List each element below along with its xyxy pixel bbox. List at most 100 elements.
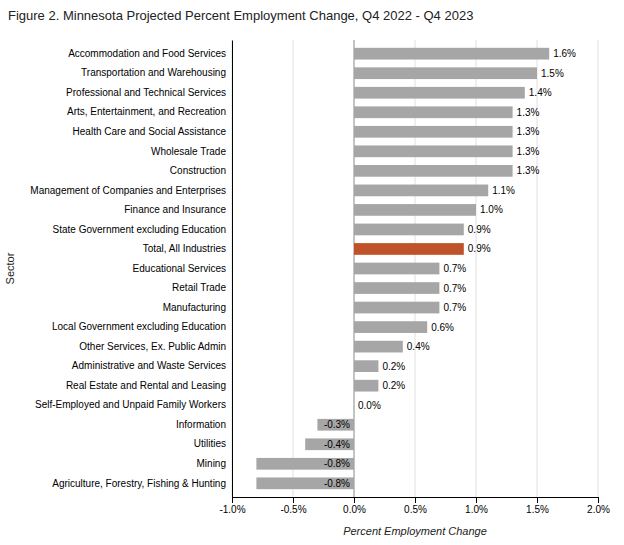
y-tick: Accommodation and Food Services	[68, 48, 226, 59]
y-tick: Retail Trade	[172, 282, 226, 293]
y-tick-label: Finance and Insurance	[124, 204, 226, 215]
y-tick: Other Services, Ex. Public Admin	[79, 341, 226, 352]
x-tick-mark	[293, 497, 294, 503]
data-labels: -0.8%-0.8%-0.4%-0.3%0.0%0.2%0.2%0.4%0.6%…	[324, 48, 576, 489]
y-tick-label: Wholesale Trade	[151, 146, 226, 157]
x-tick: 0.0%	[343, 497, 366, 515]
x-tick-label: 0.5%	[404, 504, 427, 515]
x-tick-mark	[537, 497, 538, 503]
y-tick: Professional and Technical Services	[66, 87, 226, 98]
x-tick-label: 0.0%	[343, 504, 366, 515]
x-tick-label: 1.5%	[526, 504, 549, 515]
y-tick-label: Professional and Technical Services	[66, 87, 226, 98]
x-tick-mark	[476, 497, 477, 503]
bar	[305, 438, 354, 450]
bar	[354, 204, 476, 216]
x-tick-label: 1.0%	[465, 504, 488, 515]
grid-line	[598, 40, 599, 497]
y-tick-label: Administrative and Waste Services	[72, 360, 226, 371]
bar	[354, 341, 403, 353]
bar	[354, 321, 427, 333]
bar	[354, 106, 513, 118]
y-tick: Total, All Industries	[143, 243, 226, 254]
y-tick: Finance and Insurance	[124, 204, 226, 215]
y-tick-label: Arts, Entertainment, and Recreation	[67, 106, 226, 117]
bar	[354, 243, 464, 255]
data-label: 1.4%	[529, 87, 552, 98]
bar	[354, 87, 525, 99]
y-tick-label: Agriculture, Forestry, Fishing & Hunting	[52, 478, 226, 489]
y-tick-label: Educational Services	[133, 263, 226, 274]
x-tick-mark	[598, 497, 599, 503]
y-tick: Management of Companies and Enterprises	[30, 185, 226, 196]
data-label: 0.6%	[431, 322, 454, 333]
y-tick: Construction	[170, 165, 226, 176]
y-tick: Transportation and Warehousing	[81, 67, 226, 78]
plot: -0.8%-0.8%-0.4%-0.3%0.0%0.2%0.2%0.4%0.6%…	[30, 40, 610, 515]
x-tick-mark	[354, 497, 355, 503]
y-tick-label: Other Services, Ex. Public Admin	[79, 341, 226, 352]
y-tick-label: Manufacturing	[163, 302, 226, 313]
data-label: 0.2%	[382, 380, 405, 391]
bar	[354, 360, 378, 372]
data-label: 1.5%	[541, 68, 564, 79]
x-tick-label: 2.0%	[587, 504, 610, 515]
x-tick: 2.0%	[587, 497, 610, 515]
y-tick: Educational Services	[133, 263, 226, 274]
bars	[256, 48, 549, 489]
data-label: 0.2%	[382, 361, 405, 372]
data-label: 1.3%	[517, 146, 540, 157]
bar	[354, 145, 513, 157]
data-label: 1.1%	[492, 185, 515, 196]
bar	[354, 282, 439, 294]
bar	[354, 224, 464, 236]
y-tick: Mining	[197, 458, 226, 469]
data-label: 1.3%	[517, 126, 540, 137]
grid-line	[293, 40, 294, 497]
y-tick-label: Transportation and Warehousing	[81, 67, 226, 78]
data-label: 0.9%	[468, 224, 491, 235]
x-tick: -0.5%	[280, 497, 306, 515]
data-label: 1.3%	[517, 165, 540, 176]
bar	[354, 126, 513, 138]
y-tick: Agriculture, Forestry, Fishing & Hunting	[52, 478, 226, 489]
x-axis-line	[233, 498, 599, 504]
y-tick-label: Utilities	[194, 438, 226, 449]
title: Figure 2. Minnesota Projected Percent Em…	[8, 8, 473, 23]
x-axis: -1.0% -0.5% 0.0% 0.5% 1.0% 1.5% 2.0%	[219, 497, 610, 515]
y-tick-label: Accommodation and Food Services	[68, 48, 226, 59]
bar	[354, 48, 549, 60]
grid	[232, 40, 598, 497]
y-tick: Information	[176, 419, 226, 430]
bar	[354, 302, 439, 314]
data-label: 1.3%	[517, 107, 540, 118]
x-tick-mark	[232, 497, 233, 503]
bar	[354, 165, 513, 177]
y-tick-label: State Government excluding Education	[53, 224, 226, 235]
data-label: -0.8%	[324, 458, 350, 469]
data-label: -0.3%	[324, 419, 350, 430]
data-label: -0.8%	[324, 478, 350, 489]
y-axis-title: Sector	[4, 252, 16, 284]
bar	[354, 263, 439, 275]
y-axis-line	[232, 41, 233, 498]
y-tick: Arts, Entertainment, and Recreation	[67, 106, 226, 117]
bar	[354, 399, 355, 411]
data-label: -0.4%	[324, 439, 350, 450]
y-tick: Utilities	[194, 438, 226, 449]
x-tick-label: -1.0%	[219, 504, 245, 515]
bar	[317, 419, 354, 431]
data-label: 1.6%	[553, 48, 576, 59]
data-label: 0.4%	[407, 341, 430, 352]
data-label: 0.7%	[443, 283, 466, 294]
y-tick-label: Mining	[197, 458, 226, 469]
x-tick-label: -0.5%	[280, 504, 306, 515]
y-tick-label: Real Estate and Rental and Leasing	[66, 380, 226, 391]
data-label: 0.7%	[443, 263, 466, 274]
data-label: 0.7%	[443, 302, 466, 313]
y-tick-label: Local Government excluding Education	[52, 321, 226, 332]
bar	[256, 477, 354, 489]
y-tick-label: Self-Employed and Unpaid Family Workers	[35, 399, 226, 410]
y-tick-label: Retail Trade	[172, 282, 226, 293]
bar	[354, 67, 537, 79]
